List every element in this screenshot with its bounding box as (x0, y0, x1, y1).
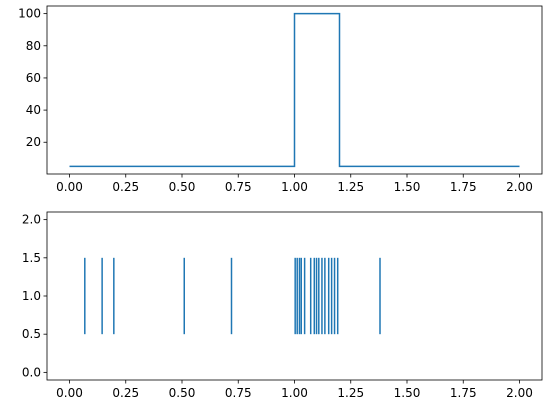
x-tick-label: 0.00 (56, 386, 83, 400)
x-tick-label: 1.00 (281, 180, 308, 194)
y-tick-label: 80 (26, 39, 41, 53)
x-tick-label: 1.75 (450, 386, 477, 400)
y-tick-label: 40 (26, 103, 41, 117)
x-tick-label: 2.00 (506, 180, 533, 194)
x-tick-label: 1.50 (394, 180, 421, 194)
y-tick-label: 100 (18, 7, 41, 21)
x-tick-label: 0.75 (225, 180, 252, 194)
step-series-line (70, 14, 520, 167)
x-tick-label: 0.50 (169, 180, 196, 194)
y-tick-label: 20 (26, 135, 41, 149)
x-tick-label: 2.00 (506, 386, 533, 400)
top-axes: 0.00 0.25 0.50 0.75 1.00 1.25 1.50 1.75 2.00 20 40… (18, 6, 542, 194)
x-tick-label: 1.50 (394, 386, 421, 400)
x-tick-label: 0.75 (225, 386, 252, 400)
bottom-axes: 0.00 0.25 0.50 0.75 1.00 1.25 1.50 1.75 2.00 0.0 0… (22, 212, 542, 400)
x-tick-label: 1.00 (281, 386, 308, 400)
x-tick-label: 1.25 (337, 386, 364, 400)
x-tick-label: 0.25 (112, 180, 139, 194)
x-tick-label: 0.25 (112, 386, 139, 400)
y-tick-label: 60 (26, 71, 41, 85)
y-tick-label: 0.5 (22, 327, 41, 341)
y-tick-label: 1.0 (22, 289, 41, 303)
y-tick-label: 2.0 (22, 213, 41, 227)
y-tick-label: 1.5 (22, 251, 41, 265)
y-tick-label: 0.0 (22, 365, 41, 379)
x-tick-label: 1.25 (337, 180, 364, 194)
x-tick-label: 0.50 (169, 386, 196, 400)
x-tick-label: 0.00 (56, 180, 83, 194)
x-tick-label: 1.75 (450, 180, 477, 194)
